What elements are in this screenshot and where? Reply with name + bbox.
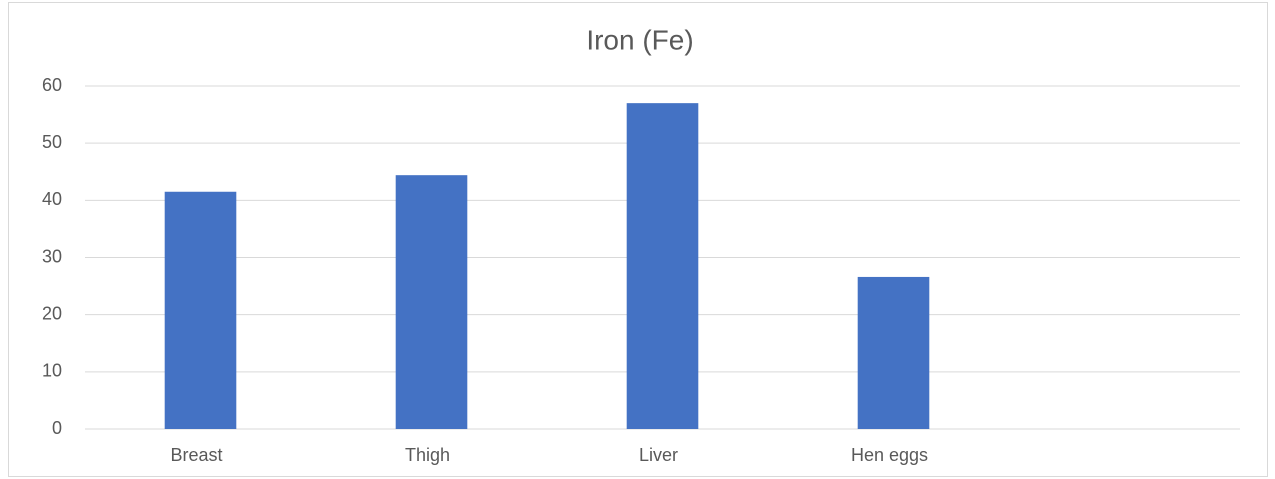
bar <box>395 175 468 429</box>
x-tick-label: Hen eggs <box>851 445 928 465</box>
y-tick-label: 50 <box>42 132 62 152</box>
y-tick-label: 40 <box>42 189 62 209</box>
bar <box>857 276 930 429</box>
y-tick-label: 60 <box>42 75 62 95</box>
y-tick-label: 0 <box>52 418 62 438</box>
chart-title: Iron (Fe) <box>586 24 693 55</box>
x-tick-label: Thigh <box>405 445 450 465</box>
bar <box>626 103 699 430</box>
y-tick-label: 30 <box>42 246 62 266</box>
x-tick-label: Breast <box>170 445 222 465</box>
bar <box>164 191 237 429</box>
y-tick-label: 20 <box>42 303 62 323</box>
x-tick-label: Liver <box>639 445 678 465</box>
y-tick-label: 10 <box>42 361 62 381</box>
